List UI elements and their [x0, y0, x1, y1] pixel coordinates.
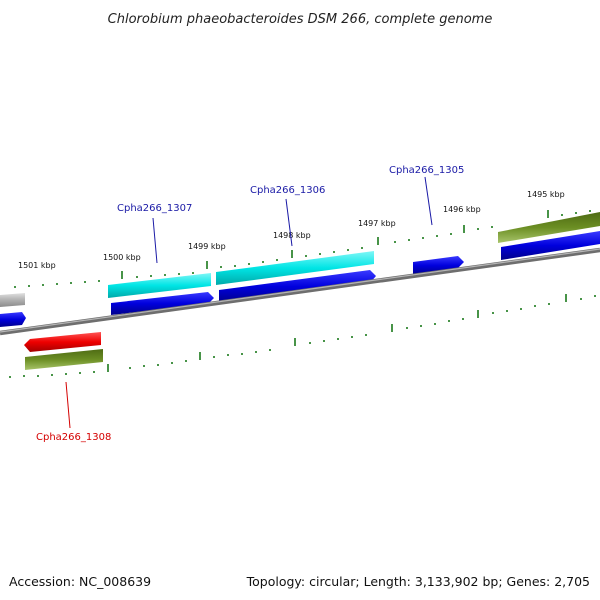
gene-label-cpha266-1305[interactable]: Cpha266_1305	[389, 165, 464, 176]
reverse-gene-track	[24, 332, 103, 370]
gene-label-cpha266-1306[interactable]: Cpha266_1306	[250, 185, 325, 196]
forward-cds-track	[0, 231, 600, 327]
leader-cpha266-1308	[65, 381, 71, 429]
kbp-labels: 1501 kbp 1500 kbp 1499 kbp 1498 kbp 1497…	[18, 190, 565, 270]
gene-cpha266-1308-bar[interactable]	[25, 349, 103, 370]
gene-cpha266-1307-bar[interactable]	[108, 273, 211, 298]
gene-olive-forward[interactable]	[498, 212, 600, 243]
gene-label-leaders	[65, 176, 433, 429]
genome-backbone	[0, 247, 600, 336]
kbp-label-1495: 1495 kbp	[527, 190, 565, 199]
gene-gray-fragment[interactable]	[0, 293, 25, 307]
cds-cpha266-1305[interactable]	[413, 256, 464, 275]
kbp-label-1498: 1498 kbp	[273, 231, 311, 240]
leader-cpha266-1306	[285, 198, 293, 247]
accession-text: Accession: NC_008639	[9, 574, 151, 589]
kbp-label-1499: 1499 kbp	[188, 242, 226, 251]
kbp-label-1497: 1497 kbp	[358, 219, 396, 228]
forward-gene-track	[0, 212, 600, 307]
genome-summary-text: Topology: circular; Length: 3,133,902 bp…	[246, 574, 590, 589]
leader-cpha266-1305	[424, 176, 433, 226]
cds-cpha266-1306[interactable]	[219, 270, 376, 303]
kbp-label-1496: 1496 kbp	[443, 205, 481, 214]
kbp-label-1501: 1501 kbp	[18, 261, 56, 270]
cds-left-fragment[interactable]	[0, 312, 26, 327]
gene-cpha266-1306-bar[interactable]	[216, 251, 374, 285]
kbp-label-1500: 1500 kbp	[103, 253, 141, 262]
lower-tick-track	[9, 294, 596, 378]
gene-cpha266-1308-cds[interactable]	[24, 332, 101, 352]
upper-tick-track	[14, 210, 591, 288]
cds-cpha266-1307[interactable]	[111, 292, 214, 315]
cds-right-fragment[interactable]	[501, 231, 600, 260]
gene-label-cpha266-1307[interactable]: Cpha266_1307	[117, 203, 192, 214]
gene-label-cpha266-1308[interactable]: Cpha266_1308	[36, 432, 111, 443]
leader-cpha266-1307	[152, 217, 158, 264]
map-title: Chlorobium phaeobacteroides DSM 266, com…	[108, 12, 493, 27]
gene-labels: Cpha266_1307 Cpha266_1306 Cpha266_1305 C…	[36, 165, 464, 443]
genome-backbone-highlight	[0, 248, 600, 333]
